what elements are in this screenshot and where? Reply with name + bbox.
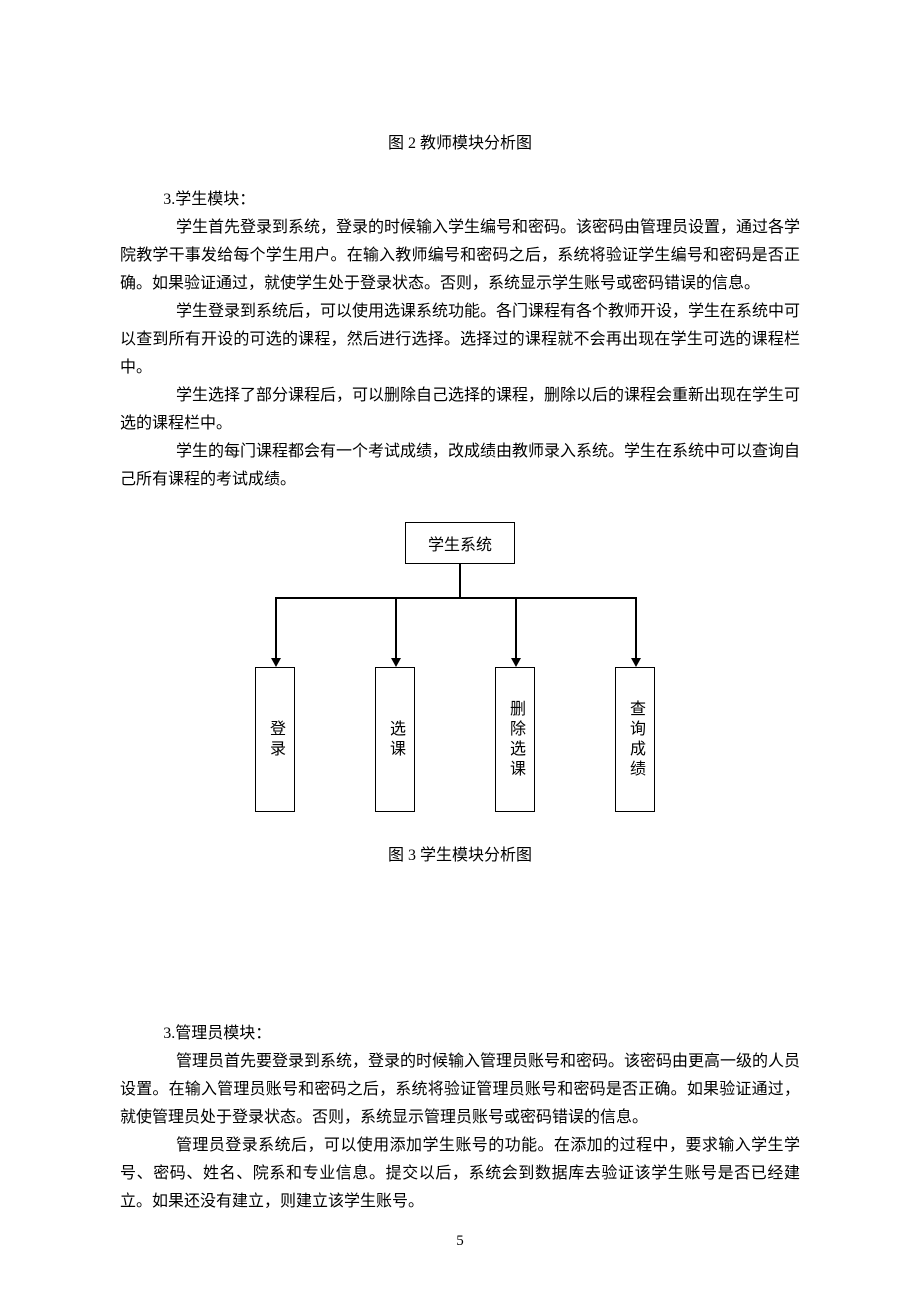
arrowhead-icon [271,658,281,667]
figure-3-caption: 图 3 学生模块分析图 [120,842,800,870]
arrowhead-icon [391,658,401,667]
diagram-child-label: 删除选课 [503,700,527,780]
diagram-child-node: 查询成绩 [615,667,655,812]
admin-para-1: 管理员首先要登录到系统，登录的时候输入管理员账号和密码。该密码由更高一级的人员设… [120,1048,800,1132]
connector-line [395,597,397,659]
connector-line [275,597,635,599]
diagram-child-label: 登录 [263,720,287,760]
connector-line [635,597,637,659]
connector-line [459,564,461,597]
diagram-child-label: 查询成绩 [623,700,647,780]
connector-line [275,597,277,659]
student-para-2: 学生登录到系统后，可以使用选课系统功能。各门课程有各个教师开设，学生在系统中可以… [120,298,800,382]
student-module-diagram: 学生系统 登录 选课 删除选课 查询成绩 [230,522,690,842]
document-page: 图 2 教师模块分析图 3.学生模块： 学生首先登录到系统，登录的时候输入学生编… [0,0,920,1266]
student-para-3: 学生选择了部分课程后，可以删除自己选择的课程，删除以后的课程会重新出现在学生可选… [120,382,800,438]
arrowhead-icon [511,658,521,667]
diagram-child-label: 选课 [383,720,407,760]
student-para-1: 学生首先登录到系统，登录的时候输入学生编号和密码。该密码由管理员设置，通过各学院… [120,214,800,298]
diagram-root-label: 学生系统 [428,531,492,555]
connector-line [515,597,517,659]
diagram-child-node: 删除选课 [495,667,535,812]
figure-2-caption: 图 2 教师模块分析图 [120,130,800,158]
spacer [120,870,800,1020]
admin-section-heading: 3.管理员模块： [120,1020,800,1048]
arrowhead-icon [631,658,641,667]
student-section-heading: 3.学生模块： [120,186,800,214]
spacer [120,158,800,186]
page-number: 5 [0,1233,920,1250]
diagram-child-node: 登录 [255,667,295,812]
student-para-4: 学生的每门课程都会有一个考试成绩，改成绩由教师录入系统。学生在系统中可以查询自己… [120,438,800,494]
diagram-container: 学生系统 登录 选课 删除选课 查询成绩 [120,522,800,842]
admin-para-2: 管理员登录系统后，可以使用添加学生账号的功能。在添加的过程中，要求输入学生学号、… [120,1132,800,1216]
diagram-root-node: 学生系统 [405,522,515,564]
diagram-child-node: 选课 [375,667,415,812]
